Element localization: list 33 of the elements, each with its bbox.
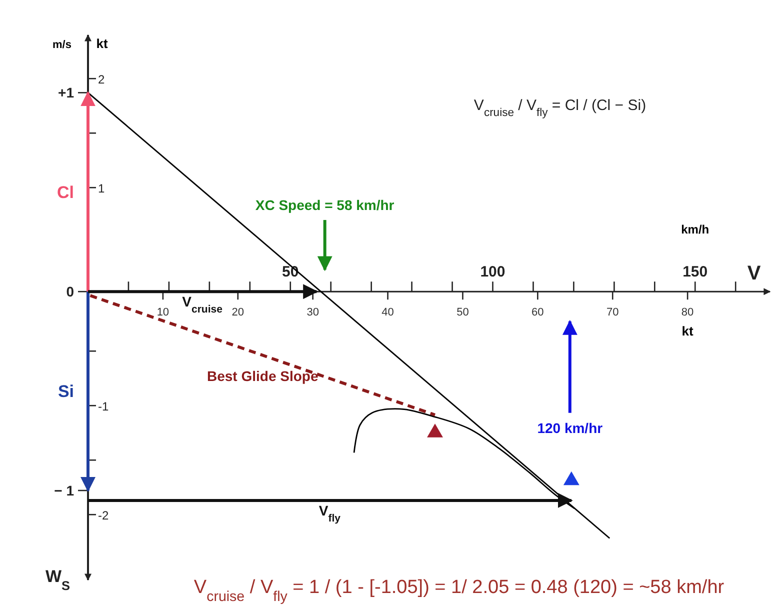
x-tick-label: 70 [606,306,619,319]
y-tick-label: 0 [66,284,74,300]
series-label: Si [58,382,74,402]
x2-axis-title: km/h [681,222,710,237]
x-tick-label: 30 [306,306,319,319]
y2-tick-label: 1 [98,182,105,196]
y2-tick-label: -1 [98,400,109,414]
x-axis-title: kt [682,324,694,339]
x-tick-label: 20 [232,306,244,319]
x-tick-label: 50 [456,306,469,319]
x-tick-label: 60 [532,306,544,319]
series-label: V$_{cruise}$ [182,294,223,316]
y-tick-label: +1 [58,84,74,101]
y-axis-title: m/s [52,39,72,51]
annotation: V$_{cruise}$ / V$_{fly}$ = 1 / (1 - [-1.05]) = 1/ 2.05 = 0.48 (120) = ~58 km/hr [194,577,725,605]
y2-tick-label: -2 [98,508,109,523]
y-tick-label: − 1 [54,482,74,498]
series-label: 120 km/hr [537,420,604,436]
series-label: XC Speed = 58 km/hr [255,196,395,213]
series-label: Cl [57,183,74,202]
y2-axis-title: kt [96,36,108,51]
y2-tick-label: 2 [98,72,105,87]
x2-tick-label: 50 [282,264,299,281]
series-label: Best Glide Slope [206,368,318,384]
x2-tick-label: 150 [682,264,708,281]
text: V$_{cruise}$ / V$_{fly}$ = Cl / (Cl − Si) [474,97,646,119]
x-tick-label: 40 [382,306,394,319]
series-label: V$_{fly}$ [318,502,341,524]
x2-tick-label: 100 [480,264,506,281]
text: W$_{S}$ [45,567,70,592]
x-tick-label: 10 [156,306,170,319]
annotation: V [747,262,762,285]
x-tick-label: 80 [681,306,694,319]
